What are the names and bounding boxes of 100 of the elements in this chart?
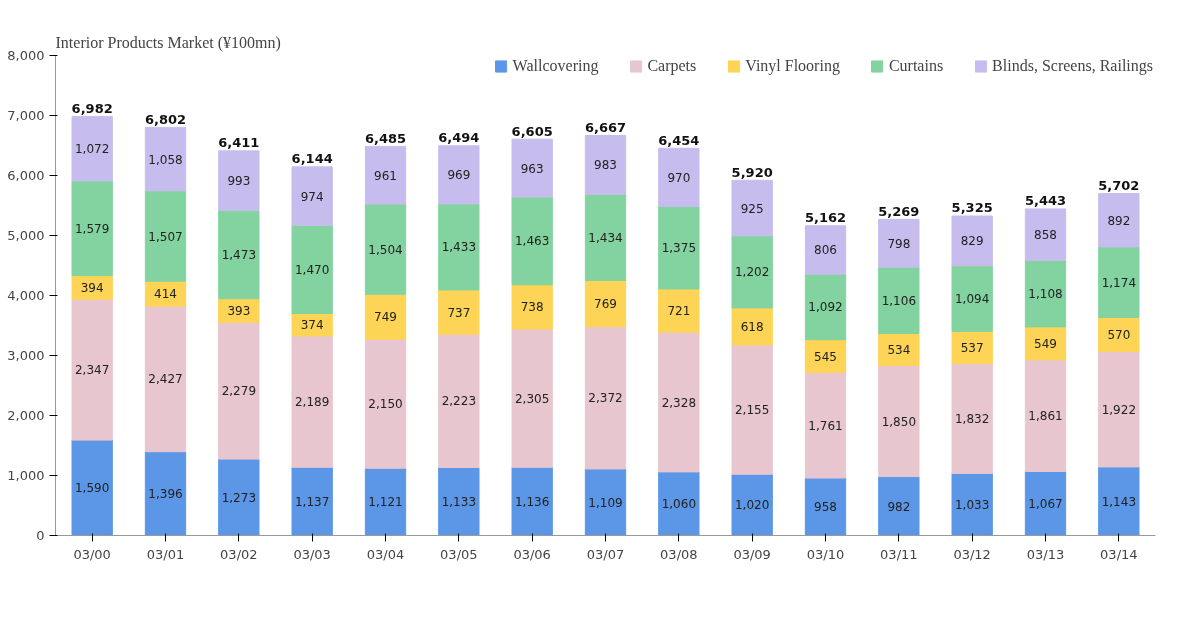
legend-label: Vinyl Flooring	[745, 57, 840, 75]
bar	[951, 363, 993, 475]
data-label: 414	[154, 287, 177, 302]
data-label: 1,761	[808, 418, 843, 433]
data-label: 570	[1107, 328, 1131, 342]
data-label: 958	[814, 500, 837, 515]
data-label: 1,473	[221, 248, 257, 263]
bar	[291, 166, 333, 226]
bar	[878, 476, 920, 536]
y-tick-label: 3,000	[7, 348, 45, 363]
legend-label: Blinds, Screens, Railings	[992, 57, 1153, 75]
bar	[951, 330, 993, 365]
data-label: 1,470	[294, 262, 330, 277]
bar	[438, 203, 480, 291]
x-tick-label: 03/05	[440, 546, 478, 562]
bar	[878, 365, 920, 478]
bar	[1098, 466, 1140, 536]
x-tick-label: 03/08	[660, 546, 698, 562]
data-label: 2,223	[441, 394, 477, 409]
total-label: 5,325	[951, 200, 993, 216]
total-label: 5,269	[878, 203, 920, 219]
bar	[951, 265, 993, 332]
data-label: 1,092	[808, 300, 843, 315]
data-label: 961	[374, 168, 397, 183]
data-label: 892	[1107, 213, 1131, 228]
x-tick-label: 03/00	[73, 546, 111, 562]
data-label: 970	[667, 170, 691, 185]
data-label: 798	[887, 236, 911, 251]
data-label: 1,020	[734, 498, 770, 513]
bar	[878, 218, 920, 268]
bar	[1098, 316, 1140, 353]
data-label: 1,121	[368, 495, 403, 510]
x-tick-label: 03/12	[953, 546, 991, 562]
data-label: 1,434	[588, 230, 623, 245]
bar	[878, 333, 920, 367]
bar	[584, 134, 627, 195]
bar	[511, 284, 553, 330]
bar	[804, 339, 847, 373]
bar	[144, 451, 187, 536]
bar	[878, 266, 920, 335]
y-tick-label: 7,000	[7, 108, 45, 123]
data-label: 1,143	[1101, 494, 1137, 509]
legend-label: Wallcovering	[512, 57, 599, 75]
bar	[144, 126, 187, 192]
data-label: 393	[227, 304, 251, 319]
bar	[731, 179, 773, 237]
data-label: 1,433	[441, 240, 477, 255]
bar	[438, 333, 480, 469]
data-label: 1,133	[441, 495, 477, 510]
data-label: 2,372	[588, 391, 623, 406]
bar	[1024, 470, 1067, 536]
total-label: 6,144	[291, 151, 333, 167]
data-label: 1,067	[1028, 496, 1063, 511]
bar	[71, 298, 113, 441]
x-tick-label: 03/13	[1026, 546, 1065, 562]
x-tick-label: 03/14	[1100, 546, 1138, 562]
data-label: 2,189	[294, 395, 330, 410]
bar	[1024, 359, 1067, 472]
bar	[291, 335, 333, 468]
data-label: 1,137	[294, 494, 330, 509]
data-label: 974	[300, 189, 324, 204]
data-label: 2,279	[221, 384, 257, 399]
total-label: 5,702	[1098, 177, 1140, 193]
total-label: 5,162	[804, 210, 847, 226]
bar	[218, 321, 260, 460]
bar	[218, 458, 260, 536]
bar	[731, 307, 773, 346]
total-label: 6,605	[511, 123, 553, 139]
bar	[511, 328, 553, 468]
bar	[584, 326, 627, 470]
data-label: 1,072	[74, 142, 110, 157]
data-label: 1,058	[148, 152, 183, 167]
data-label: 1,463	[514, 234, 550, 249]
data-label: 2,155	[734, 403, 770, 418]
x-tick-label: 03/04	[366, 546, 405, 562]
bar	[71, 116, 113, 182]
bar	[804, 273, 847, 341]
data-label: 721	[667, 304, 691, 319]
data-label: 2,305	[514, 391, 550, 406]
y-tick-label: 8,000	[7, 48, 45, 63]
data-label: 1,060	[661, 497, 697, 512]
bar	[584, 280, 627, 328]
total-label: 6,802	[144, 111, 187, 127]
data-label: 737	[447, 305, 471, 320]
bar	[804, 225, 847, 275]
bar	[658, 288, 700, 333]
bar	[1098, 246, 1140, 318]
bar	[584, 468, 627, 536]
bar	[144, 305, 187, 453]
data-label: 1,504	[368, 242, 403, 257]
data-label: 1,850	[881, 414, 917, 429]
data-label: 549	[1034, 336, 1057, 351]
bar	[584, 193, 627, 281]
data-label: 1,273	[221, 490, 257, 505]
data-label: 749	[374, 310, 397, 325]
data-label: 858	[1034, 228, 1057, 243]
bar	[658, 471, 700, 536]
data-label: 963	[520, 161, 544, 176]
x-tick-label: 03/01	[146, 546, 185, 562]
bar	[71, 439, 113, 536]
